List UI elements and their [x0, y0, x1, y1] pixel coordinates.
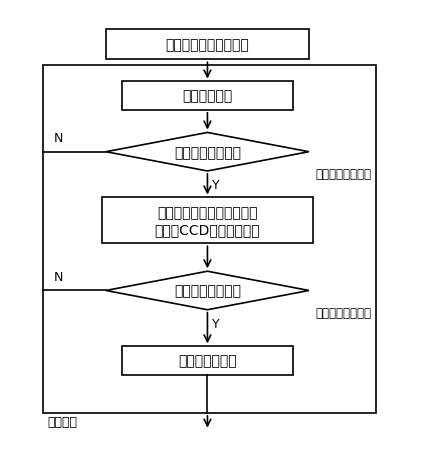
- Text: 纵梁是否出拍摄区: 纵梁是否出拍摄区: [174, 284, 241, 298]
- Text: 检测结束: 检测结束: [47, 415, 77, 428]
- Text: （光电开关检测）: （光电开关检测）: [316, 168, 372, 181]
- Bar: [122, 82, 293, 111]
- Bar: [43, 66, 376, 413]
- Text: 纵梁在数控冲床上移动: 纵梁在数控冲床上移动: [165, 38, 249, 52]
- Bar: [106, 30, 309, 60]
- Bar: [102, 198, 313, 244]
- Text: N: N: [54, 131, 63, 145]
- Text: Y: Y: [212, 178, 220, 192]
- Text: 图像拼接、检测: 图像拼接、检测: [178, 354, 237, 368]
- Text: N: N: [54, 270, 63, 283]
- Text: Y: Y: [212, 317, 220, 330]
- Text: 纵梁是否到拍摄区: 纵梁是否到拍摄区: [174, 146, 241, 159]
- Text: 启动检测设备: 启动检测设备: [182, 90, 233, 103]
- Text: 精确定位装置发出正向脉冲
，驱动CCD采集纵梁图象: 精确定位装置发出正向脉冲 ，驱动CCD采集纵梁图象: [155, 205, 260, 237]
- Polygon shape: [106, 272, 309, 310]
- Bar: [122, 347, 293, 375]
- Polygon shape: [106, 133, 309, 172]
- Text: （光电开关检测）: （光电开关检测）: [316, 307, 372, 319]
